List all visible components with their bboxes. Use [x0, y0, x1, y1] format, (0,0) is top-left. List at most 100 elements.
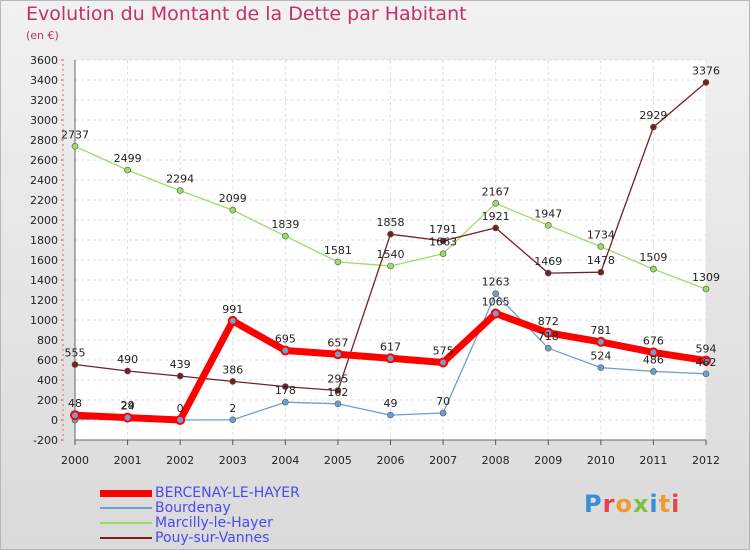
legend-label: BERCENAY-LE-HAYER — [155, 485, 300, 501]
y-tick-label: 0 — [51, 414, 58, 427]
data-point — [282, 398, 289, 406]
data-point — [490, 308, 501, 319]
x-tick-label: 2005 — [324, 454, 352, 467]
data-label: 1581 — [324, 244, 352, 257]
data-label: 594 — [696, 343, 717, 356]
legend-swatch — [100, 537, 152, 539]
legend-label: Bourdenay — [155, 500, 231, 516]
y-tick-label: 3000 — [30, 114, 58, 127]
data-point — [176, 372, 184, 380]
data-label: 524 — [590, 350, 611, 363]
data-point — [71, 361, 79, 368]
y-tick-label: 1000 — [30, 314, 58, 327]
y-tick-label: 2400 — [30, 174, 58, 187]
y-tick-label: 2600 — [30, 154, 58, 167]
data-point — [282, 383, 289, 390]
data-point — [650, 368, 657, 375]
data-label: 1947 — [534, 207, 562, 220]
logo-letter: t — [658, 490, 672, 518]
data-point — [439, 409, 447, 417]
data-point — [387, 411, 394, 419]
y-tick-label: 2800 — [30, 134, 58, 147]
legend-label: Marcilly-le-Hayer — [155, 515, 273, 531]
y-tick-label: 600 — [37, 354, 58, 367]
legend-item: Bourdenay — [100, 501, 231, 515]
data-label: 617 — [380, 340, 401, 353]
y-tick-label: 200 — [37, 394, 58, 407]
data-label: 2737 — [61, 128, 89, 141]
y-tick-label: 3200 — [30, 94, 58, 107]
y-tick-label: 3600 — [30, 54, 58, 67]
data-label: 1309 — [692, 271, 720, 284]
logo-letter: i — [671, 490, 681, 518]
data-label: 162 — [327, 386, 348, 399]
data-point — [282, 232, 289, 240]
data-label: 575 — [433, 345, 454, 358]
y-tick-label: 2200 — [30, 194, 58, 207]
data-point — [544, 222, 552, 229]
data-label: 0 — [177, 402, 184, 415]
data-label: 2 — [229, 402, 236, 415]
data-label: 555 — [65, 347, 86, 360]
data-label: 439 — [170, 358, 191, 371]
data-point — [597, 268, 605, 276]
legend-item: BERCENAY-LE-HAYER — [100, 486, 300, 500]
x-tick-label: 2007 — [429, 454, 457, 467]
data-label: 1921 — [482, 210, 510, 223]
x-tick-label: 2002 — [166, 454, 194, 467]
data-point — [176, 187, 184, 194]
y-tick-label: 1800 — [30, 234, 58, 247]
y-tick-label: 3400 — [30, 74, 58, 87]
data-point — [229, 378, 237, 385]
data-label: 781 — [590, 324, 611, 337]
data-label: 1065 — [482, 296, 510, 309]
chart-subtitle: (en €) — [26, 29, 59, 42]
y-tick-label: 1400 — [30, 274, 58, 287]
x-tick-label: 2009 — [534, 454, 562, 467]
logo-letter: o — [615, 490, 633, 518]
data-label: 49 — [384, 397, 398, 410]
x-tick-label: 2006 — [377, 454, 405, 467]
proxiti-logo: Proxiti — [584, 490, 680, 518]
data-label: 991 — [222, 303, 243, 316]
data-label: 1858 — [377, 216, 405, 229]
data-point — [280, 345, 291, 356]
x-tick-label: 2008 — [482, 454, 510, 467]
data-point — [387, 262, 394, 270]
data-label: 1839 — [271, 218, 299, 231]
data-label: 386 — [222, 363, 243, 376]
data-point — [71, 143, 79, 150]
data-point — [334, 258, 342, 266]
data-label: 718 — [538, 330, 559, 343]
legend-swatch — [100, 489, 152, 497]
data-label: 178 — [275, 384, 296, 397]
data-label: 1734 — [587, 229, 615, 242]
data-label: 70 — [436, 395, 450, 408]
y-tick-label: 400 — [37, 374, 58, 387]
data-label: 295 — [327, 373, 348, 386]
data-point — [492, 200, 499, 207]
data-label: 29 — [121, 399, 135, 412]
data-label: 2099 — [219, 192, 247, 205]
data-point — [597, 243, 605, 250]
data-point — [492, 224, 499, 232]
data-point — [229, 416, 237, 424]
data-point — [702, 285, 710, 293]
data-label: 1791 — [429, 223, 457, 236]
y-tick-label: -200 — [33, 434, 58, 447]
data-point — [124, 367, 131, 375]
y-tick-label: 800 — [37, 334, 58, 347]
data-label: 872 — [538, 315, 559, 328]
data-label: 1263 — [482, 276, 510, 289]
legend-label: Pouy-sur-Vannes — [155, 530, 270, 546]
data-point — [439, 250, 447, 257]
data-point — [702, 79, 710, 86]
x-tick-label: 2004 — [271, 454, 299, 467]
data-label: 1509 — [639, 251, 667, 264]
data-point — [229, 206, 237, 214]
y-tick-label: 1600 — [30, 254, 58, 267]
logo-letter: x — [632, 490, 650, 518]
data-label: 657 — [327, 336, 348, 349]
data-point — [70, 410, 80, 421]
data-point — [385, 353, 396, 364]
